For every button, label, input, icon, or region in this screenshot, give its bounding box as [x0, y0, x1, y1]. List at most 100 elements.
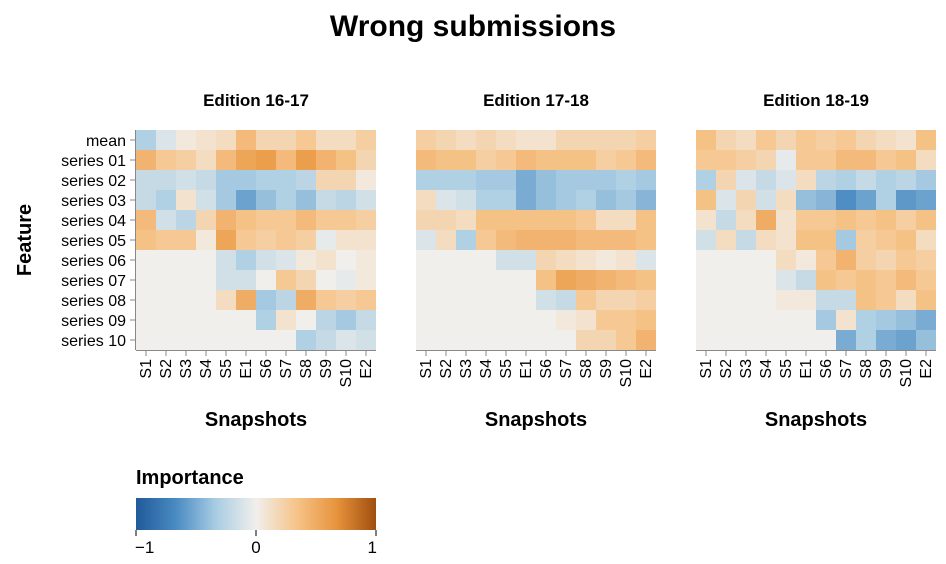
x-tick-label: E1 [238, 359, 255, 379]
heatmap-cell [256, 250, 276, 270]
heatmap-cell [636, 310, 656, 330]
heatmap-cell [216, 250, 236, 270]
y-tick-label: mean [86, 133, 126, 150]
heatmap-cell [136, 210, 156, 230]
heatmap-cell [216, 310, 236, 330]
heatmap-cell [536, 130, 556, 150]
heatmap-cell [276, 250, 296, 270]
heatmap-cell [696, 290, 716, 310]
heatmap-cell [516, 150, 536, 170]
heatmap-cell [816, 270, 836, 290]
heatmap-cell [296, 270, 316, 290]
heatmap-cell [496, 290, 516, 310]
heatmap-cell [156, 270, 176, 290]
heatmap-cell [776, 210, 796, 230]
x-tick-label: E2 [358, 359, 375, 379]
heatmap-cell [576, 190, 596, 210]
heatmap-cell [896, 210, 916, 230]
heatmap-cell [796, 310, 816, 330]
x-tick-label: S1 [698, 359, 715, 379]
heatmap-cell [276, 330, 296, 350]
heatmap-cell [216, 150, 236, 170]
heatmap-cell [536, 230, 556, 250]
x-tick-label: S1 [418, 359, 435, 379]
heatmap-cell [856, 150, 876, 170]
x-tick-label: S4 [198, 359, 215, 379]
x-tick-label: S9 [318, 359, 335, 379]
heatmap-cell [576, 250, 596, 270]
heatmap-cell [336, 250, 356, 270]
x-tick-label: S3 [738, 359, 755, 379]
heatmap-cell [796, 130, 816, 150]
heatmap-cell [416, 170, 436, 190]
x-tick-label: S9 [598, 359, 615, 379]
heatmap-cell [136, 310, 156, 330]
heatmap-cell [136, 150, 156, 170]
heatmap-cell [916, 330, 936, 350]
heatmap-cell [836, 150, 856, 170]
heatmap-cell [816, 210, 836, 230]
heatmap-cell [436, 250, 456, 270]
heatmap-cell [736, 250, 756, 270]
heatmap-cell [456, 150, 476, 170]
heatmap-cell [256, 190, 276, 210]
heatmap-cell [316, 130, 336, 150]
heatmap-cell [816, 290, 836, 310]
heatmap-cell [476, 250, 496, 270]
heatmap-cell [456, 170, 476, 190]
heatmap-cell [256, 230, 276, 250]
heatmap-cell [836, 130, 856, 150]
heatmap-cell [576, 210, 596, 230]
heatmap-cell [636, 170, 656, 190]
heatmap-cell [216, 230, 236, 250]
legend-tick-label: −1 [135, 538, 154, 557]
heatmap-cell [876, 270, 896, 290]
heatmap-cell [216, 270, 236, 290]
x-tick-label: S2 [438, 359, 455, 379]
y-tick-label: series 04 [61, 213, 126, 230]
heatmap-cell [636, 190, 656, 210]
heatmap-cell [176, 270, 196, 290]
heatmap-cell [276, 270, 296, 290]
heatmap-cell [296, 230, 316, 250]
heatmap-cell [236, 210, 256, 230]
heatmap-cell [796, 210, 816, 230]
heatmap-panel: Edition 17-18 S1 S2 S3 S4 S5 E1 S6 S7 S8 S9 S10 E2 Sn… [416, 91, 656, 431]
heatmap-cell [736, 330, 756, 350]
heatmap-cell [696, 330, 716, 350]
heatmap-cell [136, 130, 156, 150]
heatmap-cell [716, 270, 736, 290]
heatmap-cell [856, 250, 876, 270]
heatmap-cell [516, 130, 536, 150]
heatmap-cell [856, 230, 876, 250]
heatmap-cell [596, 310, 616, 330]
heatmap-cell [256, 290, 276, 310]
x-tick-label: S7 [278, 359, 295, 379]
heatmap-cell [576, 330, 596, 350]
heatmap-cell [776, 310, 796, 330]
heatmap-cell [776, 270, 796, 290]
heatmap-cell [896, 150, 916, 170]
heatmap-cell [876, 250, 896, 270]
x-axis-title: Snapshots [485, 409, 587, 431]
heatmap-cell [556, 150, 576, 170]
heatmap-cell [536, 250, 556, 270]
heatmap-cell [776, 150, 796, 170]
heatmap-cell [616, 270, 636, 290]
heatmap-cell [496, 210, 516, 230]
heatmap-cell [496, 190, 516, 210]
heatmap-cell [256, 310, 276, 330]
heatmap-cell [236, 250, 256, 270]
x-axis: S1 S2 S3 S4 S5 E1 S6 S7 S8 S9 S10 E2 [696, 350, 936, 387]
heatmap-cell [896, 290, 916, 310]
heatmap-cell [816, 330, 836, 350]
heatmap-cell [416, 290, 436, 310]
heatmap-cell [736, 190, 756, 210]
heatmap-cell [756, 150, 776, 170]
heatmap-cell [436, 330, 456, 350]
heatmap-cell [176, 230, 196, 250]
heatmap-cell [416, 130, 436, 150]
x-tick-label: S10 [898, 359, 915, 388]
x-tick-label: E1 [518, 359, 535, 379]
heatmap-cell [896, 270, 916, 290]
